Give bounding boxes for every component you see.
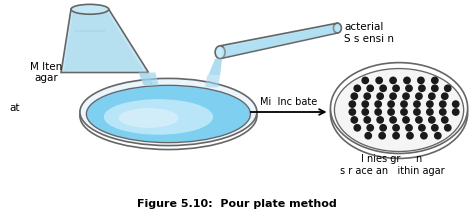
Circle shape — [419, 125, 425, 131]
Circle shape — [432, 85, 438, 91]
Circle shape — [351, 93, 357, 99]
Circle shape — [407, 133, 413, 139]
Text: acterial
S s ensi n: acterial S s ensi n — [345, 22, 394, 44]
Text: at: at — [9, 103, 20, 113]
Circle shape — [404, 77, 410, 84]
Polygon shape — [208, 59, 222, 75]
Circle shape — [435, 133, 441, 139]
Circle shape — [442, 93, 448, 99]
Circle shape — [349, 101, 356, 107]
Circle shape — [362, 101, 368, 107]
Circle shape — [401, 101, 407, 107]
Circle shape — [432, 125, 438, 131]
Circle shape — [390, 117, 396, 123]
Ellipse shape — [333, 23, 341, 33]
Circle shape — [442, 117, 448, 123]
Polygon shape — [220, 23, 337, 59]
Polygon shape — [205, 75, 220, 87]
Circle shape — [367, 85, 374, 91]
Ellipse shape — [215, 46, 225, 59]
Circle shape — [393, 133, 399, 139]
Circle shape — [388, 101, 394, 107]
Circle shape — [403, 93, 409, 99]
Circle shape — [445, 85, 451, 91]
Circle shape — [354, 85, 360, 91]
Circle shape — [439, 109, 446, 115]
Text: Figure 5.10:  Pour plate method: Figure 5.10: Pour plate method — [137, 199, 337, 209]
Circle shape — [362, 109, 368, 115]
Circle shape — [365, 133, 372, 139]
Circle shape — [377, 93, 383, 99]
Circle shape — [414, 101, 420, 107]
Circle shape — [453, 101, 459, 107]
Ellipse shape — [118, 108, 178, 128]
Polygon shape — [61, 9, 148, 73]
Circle shape — [375, 109, 382, 115]
Circle shape — [406, 85, 412, 91]
Circle shape — [375, 101, 382, 107]
Circle shape — [380, 85, 386, 91]
Circle shape — [403, 117, 409, 123]
Circle shape — [379, 133, 385, 139]
Circle shape — [390, 77, 396, 84]
Circle shape — [351, 117, 357, 123]
Ellipse shape — [71, 4, 109, 14]
Circle shape — [401, 109, 407, 115]
Circle shape — [427, 109, 433, 115]
Circle shape — [364, 93, 370, 99]
Circle shape — [393, 85, 399, 91]
Text: Mi  Inc bate: Mi Inc bate — [260, 97, 317, 107]
Polygon shape — [222, 25, 336, 58]
Ellipse shape — [330, 63, 468, 153]
Text: I nies gr     n
s r ace an   ithin agar: I nies gr n s r ace an ithin agar — [340, 155, 445, 176]
Polygon shape — [148, 73, 158, 85]
Circle shape — [364, 117, 370, 123]
Text: M lten
agar: M lten agar — [30, 62, 62, 83]
Circle shape — [418, 77, 424, 84]
Circle shape — [439, 101, 446, 107]
Circle shape — [393, 125, 399, 131]
Circle shape — [421, 133, 427, 139]
Circle shape — [388, 109, 394, 115]
Polygon shape — [138, 73, 153, 85]
Circle shape — [367, 125, 374, 131]
Circle shape — [453, 109, 459, 115]
Circle shape — [432, 77, 438, 84]
Circle shape — [414, 109, 420, 115]
Circle shape — [376, 77, 383, 84]
Circle shape — [419, 85, 425, 91]
Circle shape — [428, 117, 435, 123]
Circle shape — [416, 93, 422, 99]
Circle shape — [390, 93, 396, 99]
Ellipse shape — [80, 78, 257, 146]
Polygon shape — [64, 11, 144, 71]
Circle shape — [354, 125, 360, 131]
Ellipse shape — [335, 69, 464, 151]
Circle shape — [427, 101, 433, 107]
Circle shape — [445, 125, 451, 131]
Circle shape — [362, 77, 368, 84]
Circle shape — [416, 117, 422, 123]
Circle shape — [377, 117, 383, 123]
Circle shape — [380, 125, 386, 131]
Ellipse shape — [86, 85, 250, 143]
Ellipse shape — [104, 99, 213, 135]
Circle shape — [428, 93, 435, 99]
Circle shape — [406, 125, 412, 131]
Circle shape — [349, 109, 356, 115]
